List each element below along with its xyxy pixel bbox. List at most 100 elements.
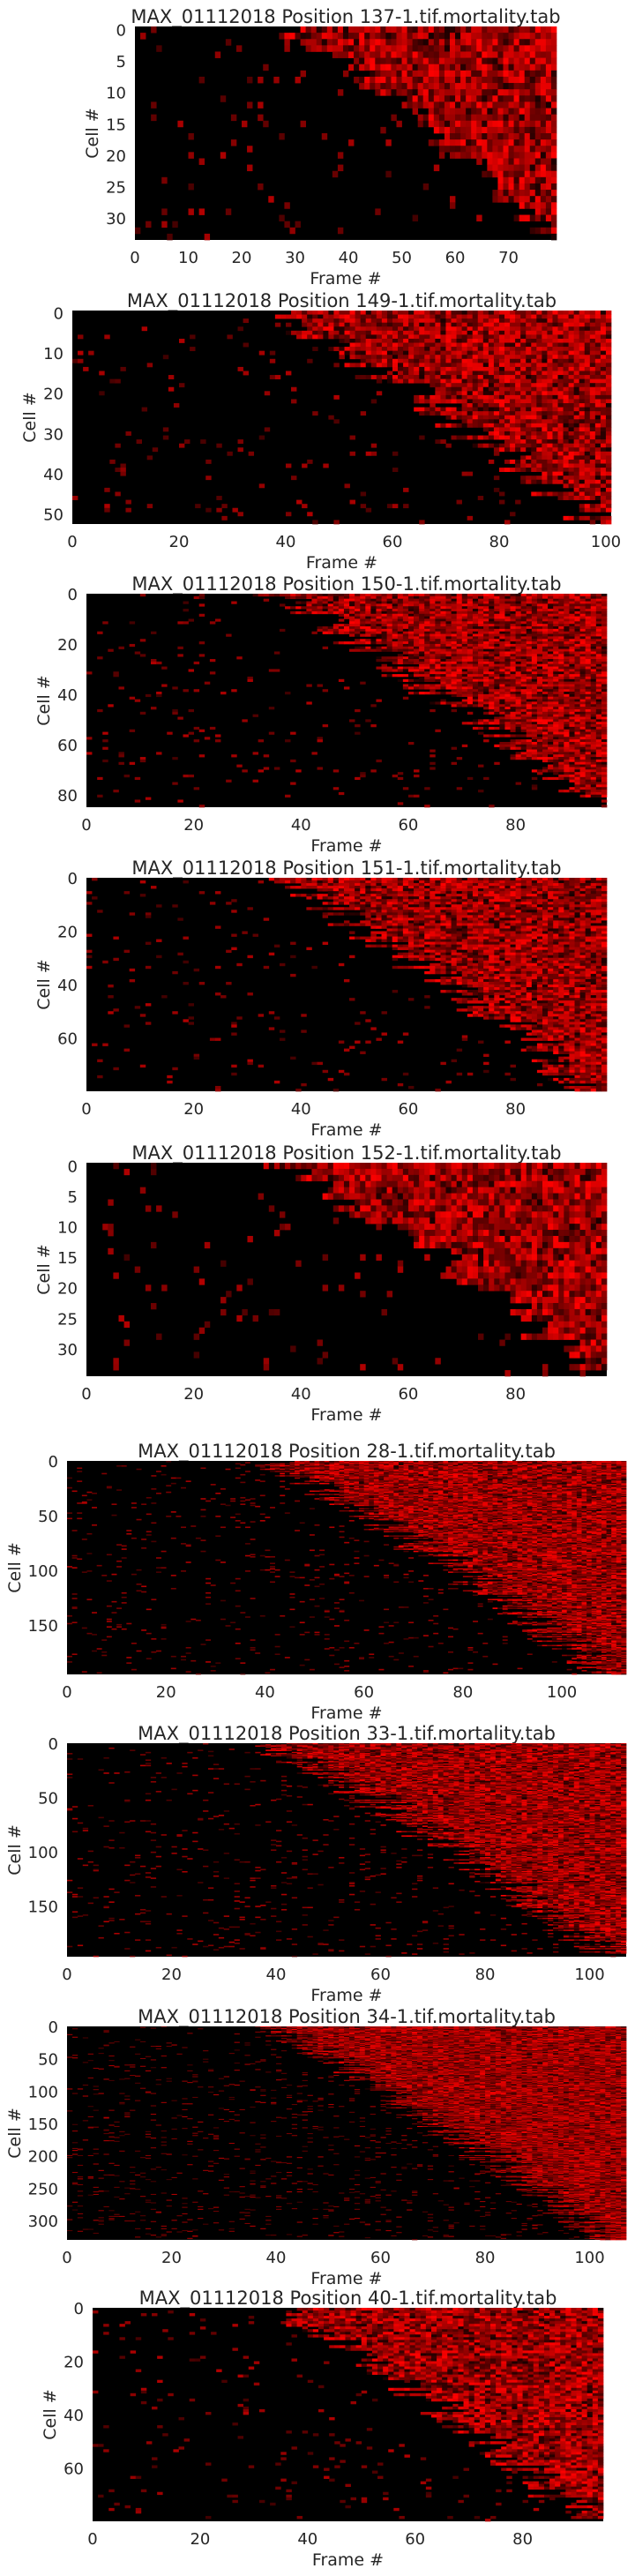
heatmap-cell <box>440 659 446 663</box>
heatmap-cell <box>375 51 381 58</box>
heatmap-cell <box>424 646 430 649</box>
heatmap-cell <box>381 656 387 660</box>
heatmap-cell <box>461 363 468 368</box>
heatmap-cell <box>499 601 505 604</box>
heatmap-cell <box>268 594 275 597</box>
heatmap-cell <box>332 610 340 615</box>
heatmap-cell <box>300 26 306 34</box>
heatmap-cell <box>451 326 457 332</box>
heatmap-cell <box>499 609 505 612</box>
heatmap-cell <box>461 621 468 625</box>
heatmap-cell <box>386 628 393 633</box>
heatmap-cell <box>499 714 505 717</box>
heatmap-cell <box>483 699 489 702</box>
heatmap-cell <box>451 669 458 672</box>
heatmap-cell <box>440 666 446 670</box>
heatmap-cell <box>355 613 361 617</box>
heatmap-cell <box>548 684 554 687</box>
heatmap-cell <box>398 334 404 340</box>
heatmap-cell <box>515 411 521 416</box>
heatmap-cell <box>476 146 482 153</box>
heatmap-cell <box>489 633 495 637</box>
heatmap-cell <box>590 641 597 645</box>
heatmap-cell <box>424 648 430 652</box>
heatmap-cell <box>510 468 516 472</box>
heatmap-cell <box>545 108 552 115</box>
heatmap-cell <box>489 606 495 610</box>
heatmap-cell <box>526 714 533 717</box>
heatmap-cell <box>542 646 549 649</box>
heatmap-cell <box>365 322 372 327</box>
heatmap-cell <box>478 693 484 698</box>
heatmap-cell <box>435 399 441 404</box>
heatmap-cell <box>435 684 441 687</box>
heatmap-cell <box>385 26 392 34</box>
heatmap-cell <box>553 716 559 720</box>
heatmap-cell <box>542 314 548 319</box>
heatmap-cell <box>494 628 500 633</box>
heatmap-cell <box>579 594 586 597</box>
heatmap-cell <box>445 378 452 384</box>
heatmap-cell <box>548 626 554 630</box>
heatmap-cell <box>550 114 557 122</box>
heatmap-cell <box>430 628 436 633</box>
heatmap-cell <box>569 681 575 685</box>
heatmap-cell <box>589 358 596 363</box>
heatmap-cell <box>483 674 489 678</box>
heatmap-cell <box>407 45 413 52</box>
heatmap-cell <box>534 83 542 90</box>
heatmap-cell <box>579 447 586 453</box>
heatmap-cell <box>574 636 580 640</box>
heatmap-cell <box>534 152 542 159</box>
heatmap-cell <box>508 196 514 203</box>
heatmap-cell <box>547 427 553 432</box>
heatmap-cell <box>524 26 531 34</box>
heatmap-cell <box>579 496 586 500</box>
heatmap-cell <box>444 146 451 153</box>
heatmap-cell <box>461 334 468 340</box>
heatmap-cell <box>553 631 559 634</box>
heatmap-cell <box>536 476 542 481</box>
heatmap-cell <box>483 707 489 710</box>
heatmap-cell <box>590 610 597 615</box>
heatmap-cell <box>589 411 596 416</box>
heatmap-cell <box>508 26 514 34</box>
heatmap-cell <box>579 646 586 649</box>
heatmap-cell <box>547 347 553 352</box>
heatmap-cell <box>552 447 558 453</box>
heatmap-cell <box>407 646 415 649</box>
heatmap-cell <box>579 419 586 424</box>
heatmap-cell <box>585 696 592 700</box>
heatmap-cell <box>585 639 592 642</box>
heatmap-cell <box>497 45 504 52</box>
heatmap-cell <box>563 491 569 497</box>
heatmap-cell <box>323 334 329 340</box>
heatmap-cell <box>579 714 586 717</box>
heatmap-cell <box>585 681 592 685</box>
heatmap-cell <box>564 663 570 667</box>
heatmap-cell <box>601 719 608 723</box>
heatmap-cell <box>548 661 554 665</box>
heatmap-cell <box>510 669 516 672</box>
heatmap-cell <box>563 423 569 428</box>
heatmap-cell <box>594 334 601 340</box>
heatmap-cell <box>483 701 489 705</box>
heatmap-cell <box>589 483 596 489</box>
heatmap-cell <box>376 603 382 607</box>
heatmap-cell <box>370 318 377 324</box>
heatmap-cell <box>534 190 542 197</box>
heatmap-cell <box>494 704 500 708</box>
heatmap-cell <box>497 101 504 109</box>
heatmap-cell <box>472 386 479 392</box>
heatmap-cell <box>451 648 458 652</box>
heatmap-cell <box>467 338 474 343</box>
heatmap-cell <box>568 403 574 408</box>
heatmap-cell <box>499 669 505 672</box>
heatmap-cell <box>97 708 103 713</box>
heatmap-cell <box>494 639 500 642</box>
heatmap-cell <box>515 463 521 468</box>
heatmap-cell <box>360 347 367 352</box>
heatmap-cell <box>461 659 468 663</box>
heatmap-cell <box>424 692 430 695</box>
heatmap-cell <box>557 427 564 432</box>
